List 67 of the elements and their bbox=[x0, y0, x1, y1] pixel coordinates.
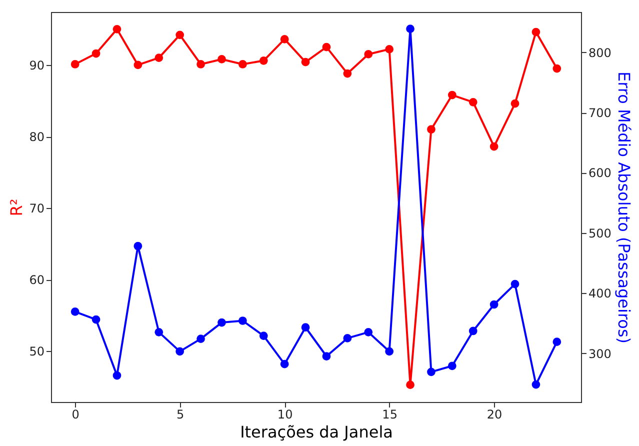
point bbox=[112, 25, 122, 34]
point bbox=[552, 338, 562, 346]
x-tick-label: 15 bbox=[382, 408, 398, 422]
x-tick-label: 20 bbox=[486, 408, 502, 422]
point bbox=[510, 280, 520, 288]
point bbox=[218, 55, 226, 64]
y-tick-label: 80 bbox=[29, 130, 44, 144]
point bbox=[532, 380, 540, 389]
point bbox=[385, 45, 394, 54]
point bbox=[448, 362, 456, 370]
point bbox=[343, 69, 352, 78]
y-tick-label: 70 bbox=[29, 202, 44, 216]
point bbox=[154, 54, 164, 62]
point bbox=[134, 60, 142, 70]
x-axis-title: Iterações da Janela bbox=[240, 422, 393, 442]
y2-tick-label: 300 bbox=[588, 346, 612, 361]
point bbox=[364, 328, 373, 336]
point bbox=[280, 360, 289, 368]
point bbox=[112, 371, 122, 380]
point bbox=[154, 328, 164, 336]
point bbox=[552, 64, 562, 73]
point bbox=[176, 30, 184, 40]
point bbox=[385, 347, 394, 356]
point bbox=[218, 318, 226, 327]
y2-tick-label: 800 bbox=[588, 46, 612, 60]
point bbox=[176, 347, 184, 356]
x-tick-label: 10 bbox=[277, 408, 293, 422]
point bbox=[70, 308, 80, 316]
point bbox=[532, 28, 540, 36]
point bbox=[238, 60, 247, 68]
point bbox=[468, 98, 478, 106]
point bbox=[238, 316, 247, 325]
point bbox=[259, 56, 268, 65]
point bbox=[322, 352, 331, 360]
point bbox=[468, 326, 478, 336]
point bbox=[406, 24, 414, 34]
y2-tick-label: 400 bbox=[588, 286, 612, 301]
point bbox=[322, 42, 331, 52]
y2-tick-label: 500 bbox=[588, 226, 612, 240]
point bbox=[364, 50, 373, 58]
point bbox=[510, 99, 520, 108]
point bbox=[301, 58, 310, 66]
point bbox=[448, 90, 456, 100]
point bbox=[196, 334, 205, 343]
point bbox=[92, 315, 100, 324]
y-axis-title: R² bbox=[7, 198, 26, 216]
point bbox=[490, 300, 498, 309]
point bbox=[70, 60, 80, 68]
y-tick-label: 90 bbox=[29, 58, 44, 72]
point bbox=[301, 323, 310, 332]
point bbox=[259, 332, 268, 340]
point bbox=[490, 142, 498, 151]
point bbox=[92, 49, 100, 58]
y2-tick-label: 700 bbox=[588, 106, 612, 120]
point bbox=[280, 35, 289, 44]
point bbox=[196, 60, 205, 68]
point bbox=[427, 125, 436, 134]
point bbox=[134, 242, 142, 250]
x-tick-label: 0 bbox=[72, 408, 80, 422]
y-tick-label: 50 bbox=[29, 344, 44, 359]
y2-axis-title: Erro Médio Absoluto (Passageiros) bbox=[614, 71, 634, 344]
y-tick-label: 60 bbox=[29, 273, 44, 288]
y2-tick-label: 600 bbox=[588, 166, 612, 180]
point bbox=[343, 334, 352, 342]
point bbox=[427, 368, 436, 376]
point bbox=[406, 380, 414, 389]
x-tick-label: 5 bbox=[176, 408, 184, 422]
